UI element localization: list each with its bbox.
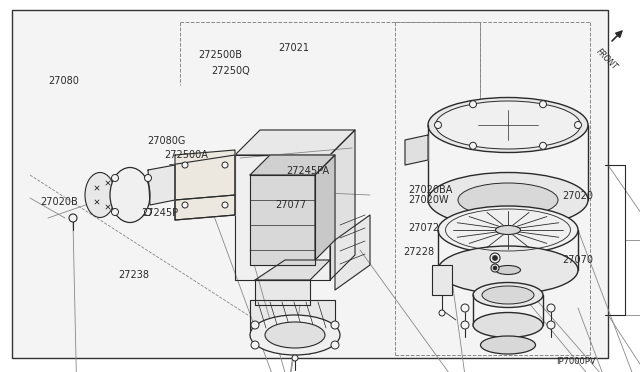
Ellipse shape xyxy=(428,173,588,228)
Circle shape xyxy=(540,142,547,149)
Circle shape xyxy=(547,321,555,329)
Circle shape xyxy=(493,266,497,270)
Text: 27238: 27238 xyxy=(118,270,149,279)
Text: 27245P: 27245P xyxy=(141,208,178,218)
Text: 27020BA: 27020BA xyxy=(408,186,452,195)
Text: FRONT: FRONT xyxy=(595,47,620,72)
Polygon shape xyxy=(250,155,335,175)
Circle shape xyxy=(69,214,77,222)
Ellipse shape xyxy=(482,286,534,304)
Text: 27020W: 27020W xyxy=(408,195,449,205)
Circle shape xyxy=(493,256,497,260)
Text: 27250Q: 27250Q xyxy=(211,66,250,76)
Circle shape xyxy=(461,321,469,329)
Text: 27245PA: 27245PA xyxy=(287,166,330,176)
Circle shape xyxy=(182,162,188,168)
Ellipse shape xyxy=(438,246,578,294)
Polygon shape xyxy=(255,280,310,305)
Text: 27021: 27021 xyxy=(278,43,309,52)
Circle shape xyxy=(222,202,228,208)
Ellipse shape xyxy=(110,167,150,222)
Polygon shape xyxy=(148,165,175,205)
Ellipse shape xyxy=(473,282,543,308)
Circle shape xyxy=(251,341,259,349)
Circle shape xyxy=(435,122,442,128)
Circle shape xyxy=(111,174,118,182)
Circle shape xyxy=(575,122,582,128)
Circle shape xyxy=(470,101,477,108)
Ellipse shape xyxy=(85,173,115,218)
Circle shape xyxy=(439,310,445,316)
Polygon shape xyxy=(405,135,428,165)
Text: 27080: 27080 xyxy=(48,76,79,86)
Ellipse shape xyxy=(495,266,520,275)
Polygon shape xyxy=(255,260,330,280)
Circle shape xyxy=(490,253,500,263)
Text: 272500A: 272500A xyxy=(164,151,209,160)
Circle shape xyxy=(461,304,469,312)
Text: 27020B: 27020B xyxy=(40,197,78,206)
Circle shape xyxy=(111,208,118,215)
Polygon shape xyxy=(315,155,335,260)
Ellipse shape xyxy=(265,322,325,348)
Circle shape xyxy=(470,142,477,149)
Polygon shape xyxy=(330,130,355,280)
Circle shape xyxy=(251,321,259,329)
Polygon shape xyxy=(175,195,235,220)
Circle shape xyxy=(331,321,339,329)
Polygon shape xyxy=(250,175,315,265)
Ellipse shape xyxy=(428,97,588,153)
Polygon shape xyxy=(235,130,355,155)
Ellipse shape xyxy=(495,225,520,234)
Circle shape xyxy=(547,304,555,312)
Text: 27077: 27077 xyxy=(275,201,307,210)
Ellipse shape xyxy=(438,206,578,254)
Text: 27228: 27228 xyxy=(403,247,435,257)
Polygon shape xyxy=(170,155,235,200)
Polygon shape xyxy=(250,300,335,330)
Text: 272500B: 272500B xyxy=(198,50,243,60)
Ellipse shape xyxy=(435,101,580,149)
Circle shape xyxy=(292,355,298,361)
Circle shape xyxy=(222,162,228,168)
Circle shape xyxy=(540,101,547,108)
Circle shape xyxy=(182,202,188,208)
Text: 27072: 27072 xyxy=(408,223,440,232)
Text: 27080G: 27080G xyxy=(147,136,186,145)
Bar xyxy=(432,265,452,295)
Ellipse shape xyxy=(250,315,340,355)
Polygon shape xyxy=(335,215,370,290)
Polygon shape xyxy=(175,150,235,220)
Text: 27020: 27020 xyxy=(562,192,593,201)
Polygon shape xyxy=(235,155,330,280)
Ellipse shape xyxy=(473,312,543,337)
Ellipse shape xyxy=(481,336,536,354)
Circle shape xyxy=(491,264,499,272)
Text: IP7000PV: IP7000PV xyxy=(556,357,596,366)
Circle shape xyxy=(145,174,152,182)
Circle shape xyxy=(331,341,339,349)
Text: 27070: 27070 xyxy=(562,256,593,265)
Circle shape xyxy=(145,208,152,215)
Ellipse shape xyxy=(458,183,558,217)
